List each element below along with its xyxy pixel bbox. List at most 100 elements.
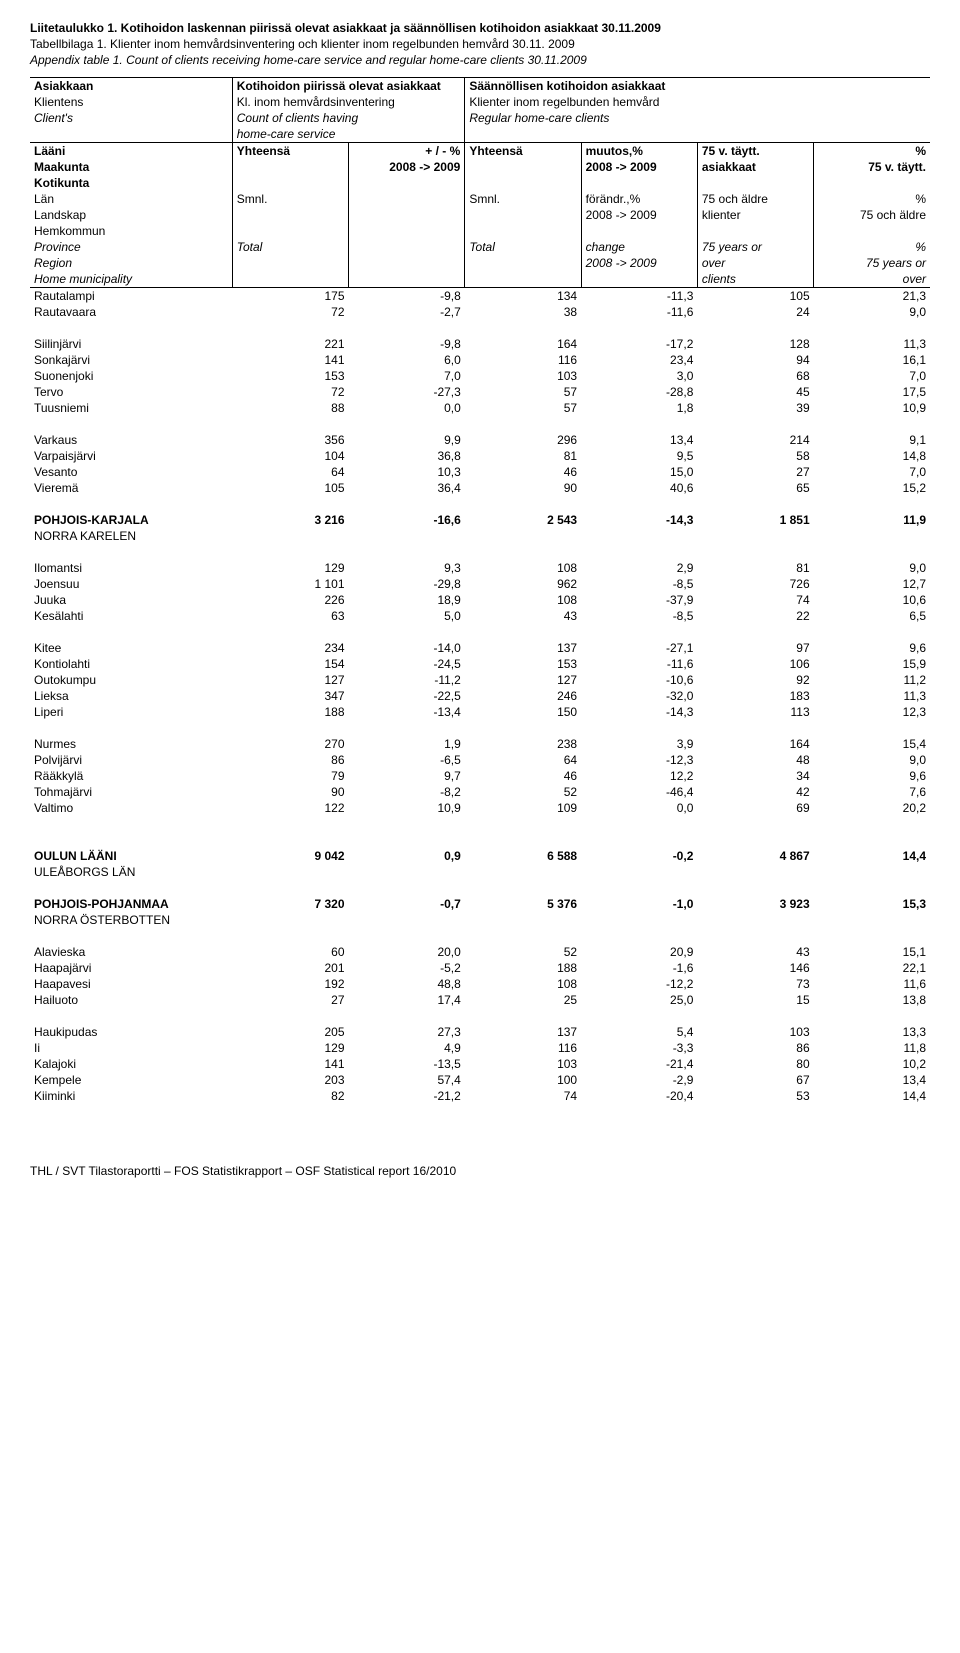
- data-cell: [349, 864, 465, 880]
- spacer-cell: [581, 544, 697, 560]
- data-cell: -1,6: [581, 960, 697, 976]
- row-label: Rautavaara: [30, 304, 232, 320]
- spacer-cell: [232, 1008, 348, 1024]
- spacer-cell: [581, 720, 697, 736]
- hdr-cell: [465, 207, 581, 223]
- data-cell: -10,6: [581, 672, 697, 688]
- data-cell: 4 867: [697, 848, 813, 864]
- data-cell: 42: [697, 784, 813, 800]
- data-cell: 9,6: [814, 640, 930, 656]
- spacer-cell: [349, 416, 465, 432]
- hdr-cell: + / - %: [349, 142, 465, 159]
- hdr-cell: förändr.,%: [581, 191, 697, 207]
- hdr-cell: Total: [232, 239, 348, 255]
- table-row: [30, 544, 930, 560]
- data-cell: -13,4: [349, 704, 465, 720]
- data-cell: -32,0: [581, 688, 697, 704]
- data-cell: 4,9: [349, 1040, 465, 1056]
- row-label: Juuka: [30, 592, 232, 608]
- hdr-cell: 75 och äldre: [814, 207, 930, 223]
- data-cell: -6,5: [349, 752, 465, 768]
- hdr-cell: 75 v. täytt.: [697, 142, 813, 159]
- data-cell: 100: [465, 1072, 581, 1088]
- data-cell: 11,8: [814, 1040, 930, 1056]
- data-cell: 105: [697, 287, 813, 304]
- data-cell: 27: [697, 464, 813, 480]
- table-row: [30, 320, 930, 336]
- title-sv: Tabellbilaga 1. Klienter inom hemvårdsin…: [30, 36, 930, 52]
- data-cell: 64: [465, 752, 581, 768]
- data-cell: 13,4: [581, 432, 697, 448]
- data-cell: 103: [465, 1056, 581, 1072]
- spacer-cell: [814, 928, 930, 944]
- data-cell: 11,3: [814, 688, 930, 704]
- data-cell: 146: [697, 960, 813, 976]
- spacer-cell: [697, 880, 813, 896]
- table-body: Rautalampi175-9,8134-11,310521,3Rautavaa…: [30, 287, 930, 1104]
- data-cell: [814, 864, 930, 880]
- spacer-cell: [697, 928, 813, 944]
- data-cell: 11,6: [814, 976, 930, 992]
- spacer-cell: [465, 816, 581, 832]
- data-cell: 10,6: [814, 592, 930, 608]
- hdr-cell: Klienter inom regelbunden hemvård: [465, 94, 930, 110]
- data-cell: 175: [232, 287, 348, 304]
- spacer-cell: [30, 1008, 232, 1024]
- title-block: Liitetaulukko 1. Kotihoidon laskennan pi…: [30, 20, 930, 69]
- data-cell: 9,1: [814, 432, 930, 448]
- hdr-cell: [581, 271, 697, 288]
- row-label: Ilomantsi: [30, 560, 232, 576]
- data-cell: 17,5: [814, 384, 930, 400]
- data-cell: 109: [465, 800, 581, 816]
- row-label: Siilinjärvi: [30, 336, 232, 352]
- data-cell: 137: [465, 1024, 581, 1040]
- data-cell: [232, 864, 348, 880]
- hdr-cell: %: [814, 239, 930, 255]
- data-cell: 9,5: [581, 448, 697, 464]
- data-cell: -37,9: [581, 592, 697, 608]
- data-cell: -29,8: [349, 576, 465, 592]
- data-cell: 72: [232, 384, 348, 400]
- spacer-cell: [465, 496, 581, 512]
- hdr-cell: 75 v. täytt.: [814, 159, 930, 175]
- data-cell: -11,6: [581, 656, 697, 672]
- data-cell: 17,4: [349, 992, 465, 1008]
- data-cell: 82: [232, 1088, 348, 1104]
- data-cell: 11,3: [814, 336, 930, 352]
- data-cell: 201: [232, 960, 348, 976]
- data-cell: 356: [232, 432, 348, 448]
- spacer-cell: [814, 880, 930, 896]
- spacer-cell: [465, 624, 581, 640]
- table-row: Rautavaara72-2,738-11,6249,0: [30, 304, 930, 320]
- data-cell: 64: [232, 464, 348, 480]
- table-row: Nurmes2701,92383,916415,4: [30, 736, 930, 752]
- data-cell: -21,2: [349, 1088, 465, 1104]
- hdr-cell: [30, 126, 232, 143]
- data-cell: 347: [232, 688, 348, 704]
- spacer-cell: [697, 816, 813, 832]
- table-row: Alavieska6020,05220,94315,1: [30, 944, 930, 960]
- data-cell: 108: [465, 976, 581, 992]
- hdr-cell: Kotikunta: [30, 175, 232, 191]
- spacer-cell: [814, 1008, 930, 1024]
- hdr-cell: Säännöllisen kotihoidon asiakkaat: [465, 77, 930, 94]
- data-cell: -9,8: [349, 336, 465, 352]
- data-cell: 7,0: [814, 368, 930, 384]
- hdr-cell: [465, 175, 581, 191]
- spacer-cell: [465, 928, 581, 944]
- data-cell: -2,9: [581, 1072, 697, 1088]
- spacer-cell: [30, 928, 232, 944]
- table-row: Vieremä10536,49040,66515,2: [30, 480, 930, 496]
- data-cell: -27,3: [349, 384, 465, 400]
- spacer-cell: [581, 1008, 697, 1024]
- data-cell: 40,6: [581, 480, 697, 496]
- spacer-cell: [30, 832, 232, 848]
- data-cell: [581, 864, 697, 880]
- row-label: Kempele: [30, 1072, 232, 1088]
- hdr-cell: Kotihoidon piirissä olevat asiakkaat: [232, 77, 465, 94]
- spacer-cell: [814, 320, 930, 336]
- hdr-cell: [349, 223, 465, 239]
- data-cell: 6 588: [465, 848, 581, 864]
- row-label: Haapavesi: [30, 976, 232, 992]
- data-cell: 113: [697, 704, 813, 720]
